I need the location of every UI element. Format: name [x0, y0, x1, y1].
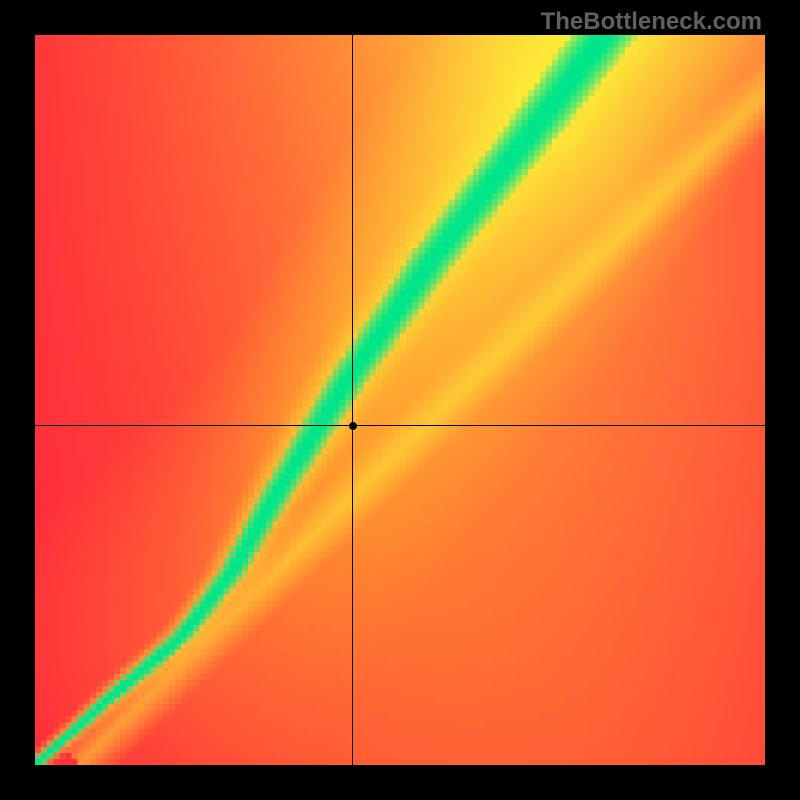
- chart-outer: TheBottleneck.com: [0, 0, 800, 800]
- bottleneck-heatmap: [35, 35, 765, 765]
- chart-inner: [35, 35, 765, 765]
- crosshair-vertical: [352, 35, 353, 765]
- crosshair-horizontal: [35, 425, 765, 426]
- watermark-text: TheBottleneck.com: [541, 8, 762, 36]
- data-point-marker: [349, 422, 357, 430]
